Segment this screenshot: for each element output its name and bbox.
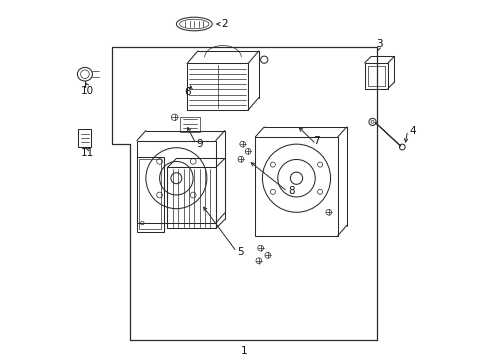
Text: 7: 7 <box>312 136 319 146</box>
Text: 4: 4 <box>408 126 415 135</box>
Text: 11: 11 <box>81 148 94 158</box>
Bar <box>137 140 215 223</box>
Bar <box>187 63 247 110</box>
Bar <box>364 63 387 89</box>
Bar <box>255 137 337 235</box>
Text: 10: 10 <box>81 86 94 96</box>
Text: 3: 3 <box>375 40 382 49</box>
Bar <box>137 157 163 232</box>
Text: 6: 6 <box>183 87 190 97</box>
Bar <box>180 117 199 132</box>
Text: 5: 5 <box>237 247 244 257</box>
Bar <box>78 129 91 147</box>
Bar <box>167 167 215 228</box>
Text: 1: 1 <box>241 346 247 356</box>
Text: 9: 9 <box>196 139 203 149</box>
Bar <box>139 159 161 229</box>
Text: 8: 8 <box>287 186 294 197</box>
Bar <box>367 66 384 86</box>
Text: 2: 2 <box>221 19 227 29</box>
